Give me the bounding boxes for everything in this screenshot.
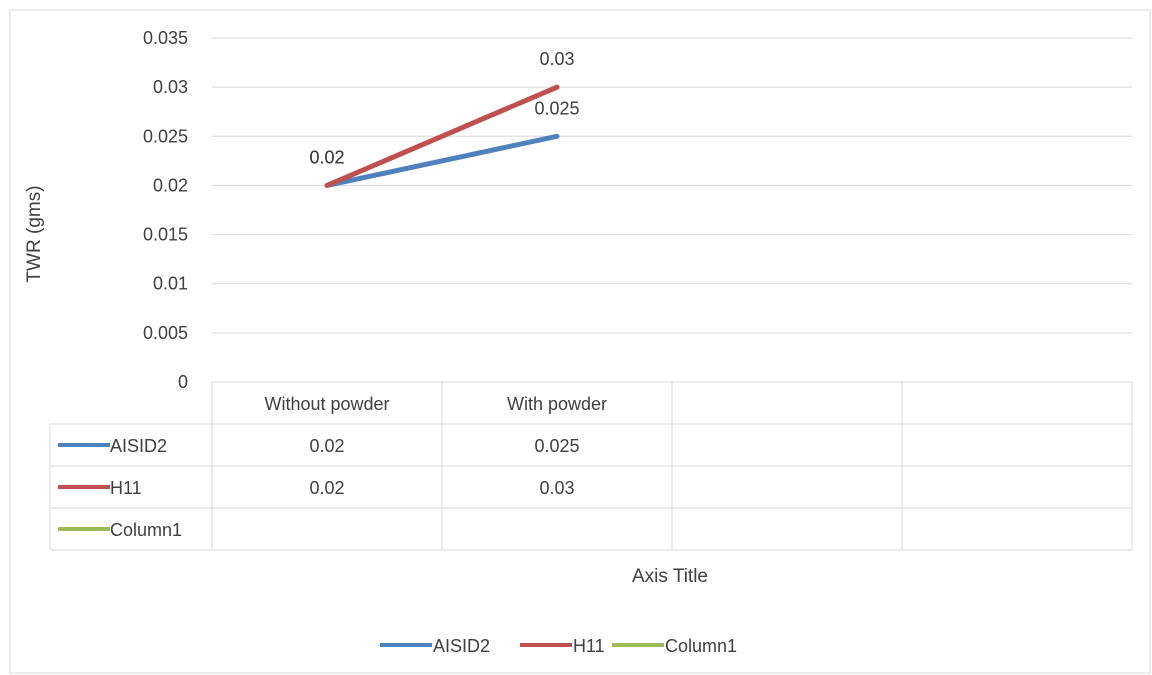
legend-entry-label: AISID2	[433, 636, 490, 656]
legend-entry-label: H11	[573, 636, 605, 656]
table-series-name: AISID2	[110, 436, 167, 456]
y-tick-label: 0.025	[143, 126, 188, 146]
y-tick-label: 0.01	[153, 274, 188, 294]
table-cell-value: 0.03	[539, 478, 574, 498]
data-label: 0.02	[309, 147, 344, 167]
data-label: 0.02	[309, 147, 344, 167]
y-tick-label: 0.015	[143, 225, 188, 245]
y-tick-label: 0.02	[153, 175, 188, 195]
table-cell-value: 0.02	[309, 436, 344, 456]
table-cell-value: 0.02	[309, 478, 344, 498]
table-series-name: H11	[110, 478, 142, 498]
y-axis-title: TWR (gms)	[24, 185, 45, 282]
y-tick-label: 0.03	[153, 77, 188, 97]
chart-area-border	[9, 9, 1151, 674]
y-axis-tick-labels: 0 0.005 0.01 0.015 0.02 0.025 0.03 0.035	[143, 28, 188, 392]
y-tick-label: 0.005	[143, 323, 188, 343]
x-category-label: With powder	[507, 394, 607, 414]
series-line	[324, 133, 560, 188]
y-tick-label: 0	[178, 372, 188, 392]
data-table: Without powder With powder AISID2 0.02 0.025…	[49, 381, 1133, 551]
x-axis-title: Axis Title	[632, 566, 708, 587]
data-label: 0.025	[534, 98, 579, 118]
y-tick-label: 0.035	[143, 28, 188, 48]
table-cell-value: 0.025	[534, 436, 579, 456]
series-line	[324, 84, 560, 188]
table-series-name: Column1	[110, 520, 182, 540]
legend: AISID2 H11 Column1	[380, 636, 737, 656]
x-category-label: Without powder	[264, 394, 389, 414]
gridlines	[212, 37, 1132, 334]
legend-entry-label: Column1	[665, 636, 737, 656]
data-label: 0.03	[539, 49, 574, 69]
series-lines	[324, 84, 560, 188]
